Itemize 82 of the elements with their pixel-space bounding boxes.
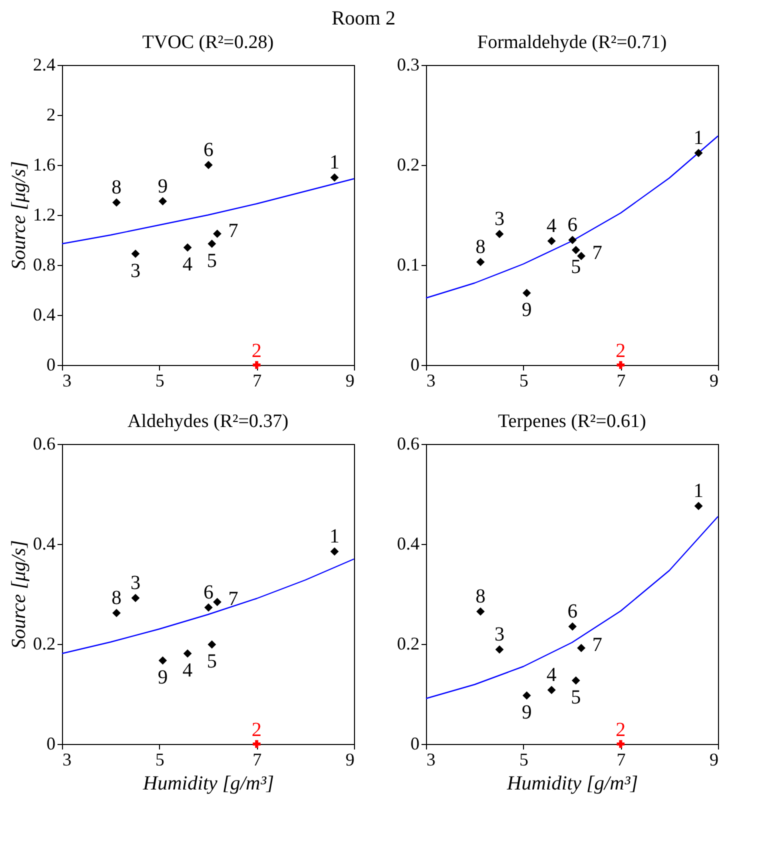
annotation: 7 bbox=[592, 634, 602, 656]
y-tick-label: 0.2 bbox=[397, 634, 420, 654]
x-tick-label: 9 bbox=[710, 370, 718, 390]
x-tick-label: 7 bbox=[616, 750, 626, 770]
y-tick-label: 0.6 bbox=[33, 434, 56, 454]
y-tick-label: 0 bbox=[410, 354, 420, 374]
annotation: 9 bbox=[522, 702, 532, 724]
x-tick-label: 3 bbox=[426, 370, 436, 390]
annotation: 7 bbox=[592, 242, 602, 264]
annotation: 7 bbox=[228, 220, 238, 242]
annotation: 3 bbox=[494, 624, 504, 646]
line-series bbox=[61, 558, 355, 654]
x-tick-label: 7 bbox=[616, 370, 626, 390]
chart-title: Terpenes (R²=0.61) bbox=[498, 411, 646, 432]
annotation: 8 bbox=[112, 176, 122, 198]
y-tick-label: 1.6 bbox=[33, 154, 56, 174]
x-tick-label: 5 bbox=[155, 750, 164, 770]
x-tick-label: 3 bbox=[62, 370, 72, 390]
annotation: 7 bbox=[228, 588, 238, 610]
series-label: 2 bbox=[252, 719, 262, 741]
y-tick-label: 0.4 bbox=[33, 304, 56, 324]
annotation: 4 bbox=[182, 254, 193, 276]
y-tick-label: 0 bbox=[410, 734, 420, 754]
y-tick-label: 0.2 bbox=[397, 154, 420, 174]
x-tick-label: 5 bbox=[519, 750, 528, 770]
x-tick-label: 5 bbox=[519, 370, 528, 390]
y-tick-label: 0.4 bbox=[33, 534, 56, 554]
y-axis-title: Source [μg/s] bbox=[8, 161, 30, 270]
x-tick-label: 9 bbox=[346, 370, 354, 390]
annotation: 4 bbox=[546, 215, 557, 237]
line-series bbox=[61, 178, 355, 244]
annotation: 4 bbox=[182, 660, 193, 682]
series-label: 2 bbox=[616, 340, 626, 362]
annotation: 8 bbox=[476, 586, 486, 608]
y-axis-title: Source [μg/s] bbox=[8, 540, 30, 649]
annotation: 5 bbox=[570, 256, 581, 278]
annotation: 9 bbox=[522, 299, 532, 321]
y-tick-label: 0 bbox=[46, 734, 56, 754]
annotation: 1 bbox=[694, 480, 704, 502]
annotation: 8 bbox=[476, 236, 486, 258]
annotation: 3 bbox=[494, 208, 504, 230]
annotation: 9 bbox=[158, 175, 168, 198]
annotation: 5 bbox=[206, 250, 217, 272]
annotation: 6 bbox=[567, 214, 578, 236]
annotation: 1 bbox=[694, 127, 704, 149]
annotation: 4 bbox=[546, 664, 557, 686]
y-tick-label: 0 bbox=[46, 354, 56, 374]
y-tick-label: 1.2 bbox=[33, 204, 56, 224]
text: Room 2 bbox=[332, 8, 396, 30]
y-tick-label: 0.2 bbox=[33, 634, 56, 654]
y-tick-label: 0.4 bbox=[397, 534, 420, 554]
annotation: 9 bbox=[158, 666, 168, 688]
annotation: 5 bbox=[570, 686, 581, 708]
y-tick-label: 2 bbox=[46, 104, 56, 124]
chart-title: Aldehydes (R²=0.37) bbox=[128, 411, 288, 432]
x-tick-label: 9 bbox=[710, 750, 718, 770]
annotation: 3 bbox=[130, 260, 140, 282]
x-tick-label: 5 bbox=[155, 370, 164, 390]
x-tick-label: 7 bbox=[252, 750, 262, 770]
annotation: 3 bbox=[130, 572, 140, 594]
annotation: 1 bbox=[330, 152, 340, 174]
annotation: 8 bbox=[112, 587, 122, 609]
x-tick-label: 3 bbox=[62, 750, 72, 770]
x-tick-label: 3 bbox=[426, 750, 436, 770]
annotation: 5 bbox=[206, 650, 217, 672]
x-axis-title: Humidity [g/m³] bbox=[142, 772, 274, 794]
y-tick-label: 0.6 bbox=[397, 434, 420, 454]
x-tick-label: 7 bbox=[252, 370, 262, 390]
y-tick-label: 0.3 bbox=[397, 54, 420, 74]
x-tick-label: 9 bbox=[346, 750, 354, 770]
y-tick-label: 0.1 bbox=[397, 254, 420, 274]
annotation: 6 bbox=[203, 139, 214, 161]
series-label: 2 bbox=[252, 340, 262, 362]
chart-title: TVOC (R²=0.28) bbox=[142, 32, 274, 53]
x-axis-title: Humidity [g/m³] bbox=[506, 772, 638, 794]
y-tick-label: 0.8 bbox=[33, 254, 56, 274]
series-label: 2 bbox=[616, 719, 626, 741]
chart-title: Formaldehyde (R²=0.71) bbox=[477, 32, 667, 53]
annotation: 1 bbox=[330, 526, 340, 548]
y-tick-label: 2.4 bbox=[33, 54, 56, 74]
annotation: 6 bbox=[203, 582, 214, 604]
annotation: 6 bbox=[567, 600, 578, 622]
